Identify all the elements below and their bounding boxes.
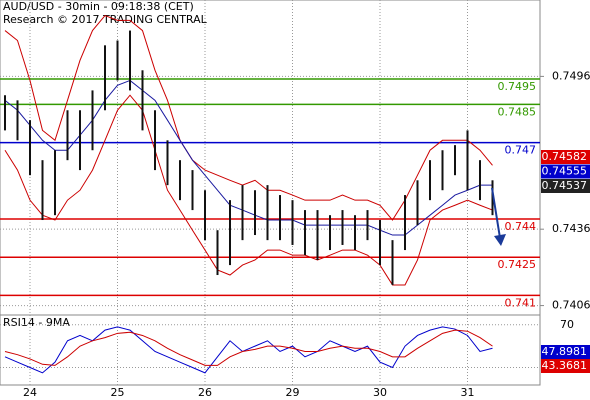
price-box-label: 43.3681 [542,359,588,372]
level-label: 0.741 [505,296,537,309]
x-tick-label: 30 [373,386,387,399]
band-line [4,94,493,286]
y-tick-label: 0.7496 [552,69,590,82]
level-label: 0.747 [505,144,537,157]
price-box [541,179,590,193]
price-box [541,345,590,359]
level-label: 0.7485 [498,105,537,118]
y-tick-label: 0.7436 [552,222,590,235]
x-tick-label: 25 [111,386,125,399]
price-box-label: 0.74555 [542,165,588,178]
level-label: 0.7425 [498,258,537,271]
x-tick-label: 31 [461,386,475,399]
band-line [4,79,493,236]
price-box-label: 0.74582 [542,150,588,163]
rsi-line [4,329,493,366]
band-line [4,14,493,221]
level-label: 0.744 [505,220,537,233]
price-box [541,164,590,179]
price-box-label: 47.8981 [542,345,588,358]
x-tick-label: 29 [286,386,300,399]
y-tick-label: 0.7406 [552,299,590,312]
level-label: 0.7495 [498,80,537,93]
rsi-line [4,326,493,374]
forecast-arrow [491,187,501,239]
price-box-label: 0.74537 [542,179,588,192]
price-box [541,359,590,373]
chart-title: AUD/USD - 30min - 09:18:38 (CET) [3,0,194,13]
plot-frame [0,0,541,386]
x-tick-label: 26 [198,386,212,399]
chart-subtitle: Research © 2017 TRADING CENTRAL [3,13,208,26]
rsi-title: RSI14 - 9MA [3,316,70,329]
x-tick-label: 24 [23,386,37,399]
forecast-arrow-head [494,234,506,246]
plot-layer: 0.74960.74360.740670300.74950.74850.7470… [0,0,590,385]
price-box [541,150,590,164]
rsi-tick-label: 70 [560,318,574,331]
